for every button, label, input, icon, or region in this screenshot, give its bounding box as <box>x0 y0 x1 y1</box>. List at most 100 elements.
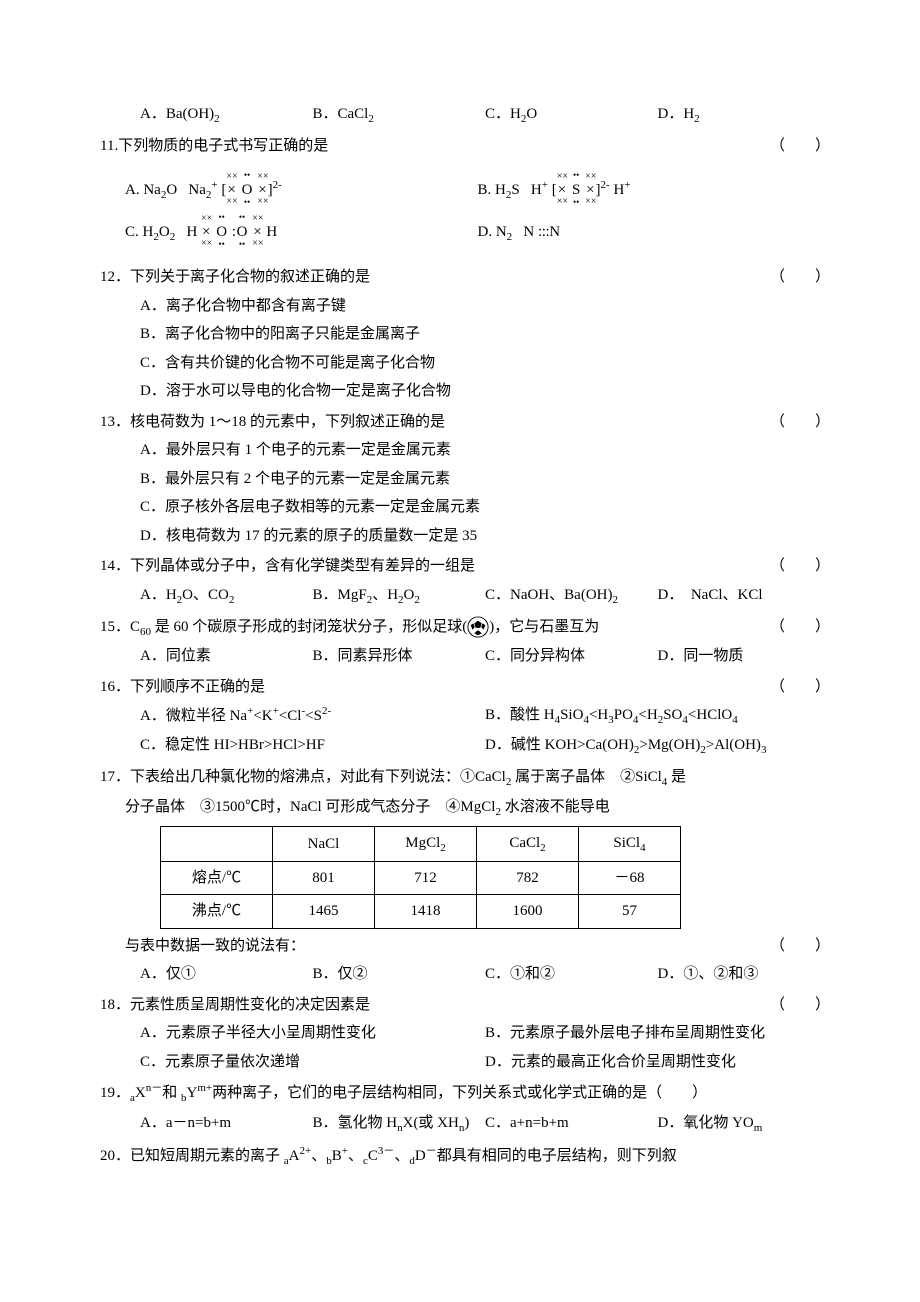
question-15: 15． C60 是 60 个碳原子形成的封闭笼状分子，形似足球()，它与石墨互为… <box>90 613 830 671</box>
chloride-data-table: NaCl MgCl2 CaCl2 SiCl4 熔点/℃ 801 712 782 … <box>160 826 681 929</box>
option-a: A．微粒半径 Na+<K+<Cl-<S2- <box>140 701 485 731</box>
question-stem: 下列晶体或分子中，含有化学键类型有差异的一组是 <box>130 552 830 581</box>
option-a: A．同位素 <box>140 642 313 671</box>
option-b: B．同素异形体 <box>313 642 486 671</box>
option-c: C．NaOH、Ba(OH)2 <box>485 581 658 611</box>
question-stem-line2: 分子晶体 ③1500℃时，NaCl 可形成气态分子 ④MgCl2 水溶液不能导电 <box>125 793 830 823</box>
option-grid: A．元素原子半径大小呈周期性变化 B．元素原子最外层电子排布呈周期性变化 C．元… <box>140 1019 830 1076</box>
question-number: 13． <box>100 408 130 437</box>
option-row: A．同位素 B．同素异形体 C．同分异构体 D．同一物质 <box>140 642 830 671</box>
electron-formula-options: A. Na2O Na2+ [× O ×]2- B. H2S H+ [× S ×]… <box>125 175 830 248</box>
answer-paren: （ ） <box>770 673 830 702</box>
table-header-row: NaCl MgCl2 CaCl2 SiCl4 <box>161 827 681 862</box>
table-cell: SiCl4 <box>579 827 681 862</box>
option-c: C．原子核外各层电子数相等的元素一定是金属元素 <box>140 493 830 522</box>
answer-paren: （ ） <box>770 932 830 961</box>
question-16: 16． 下列顺序不正确的是 （ ） A．微粒半径 Na+<K+<Cl-<S2- … <box>90 673 830 761</box>
question-stem: 元素性质呈周期性变化的决定因素是 <box>130 991 830 1020</box>
answer-paren: （ ） <box>770 408 830 437</box>
answer-paren: （ ） <box>770 132 830 161</box>
table-cell: CaCl2 <box>477 827 579 862</box>
table-cell: 801 <box>273 861 375 895</box>
option-a: A．a－n=b+m <box>140 1109 313 1139</box>
option-d: D. N2 N ׃ ׃ ׃ N <box>478 218 831 248</box>
option-a: A．离子化合物中都含有离子键 <box>140 292 830 321</box>
option-row: A．H2O、CO2 B．MgF2、H2O2 C．NaOH、Ba(OH)2 D． … <box>140 581 830 611</box>
question-19: 19． aXn－和 bYm+两种离子，它们的电子层结构相同，下列关系式或化学式正… <box>90 1078 830 1139</box>
question-number: 20． <box>100 1142 130 1171</box>
option-c: C．①和② <box>485 960 658 989</box>
soccer-ball-icon <box>467 616 489 638</box>
table-row: 沸点/℃ 1465 1418 1600 57 <box>161 895 681 929</box>
option-b: B．元素原子最外层电子排布呈周期性变化 <box>485 1019 830 1048</box>
table-cell <box>161 827 273 862</box>
table-cell: 1465 <box>273 895 375 929</box>
option-row: A．a－n=b+m B．氢化物 HnX(或 XHn) C．a+n=b+m D．氧… <box>140 1109 830 1139</box>
option-b: B．MgF2、H2O2 <box>313 581 486 611</box>
option-b: B．仅② <box>313 960 486 989</box>
question-stem: 下列物质的电子式书写正确的是 <box>118 132 830 161</box>
option-b: B．离子化合物中的阳离子只能是金属离子 <box>140 320 830 349</box>
option-d: D． NaCl、KCl <box>658 581 831 611</box>
option-b: B．酸性 H4SiO4<H3PO4<H2SO4<HClO4 <box>485 701 830 731</box>
option-c: C. H2O2 H × O ׃ O × H <box>125 218 478 248</box>
question-11: 11. 下列物质的电子式书写正确的是 （ ） A. Na2O Na2+ [× O… <box>90 132 830 248</box>
question-10-options: A．Ba(OH)2 B．CaCl2 C．H2O D．H2 <box>90 100 830 130</box>
option-c: C．同分异构体 <box>485 642 658 671</box>
option-c: C．a+n=b+m <box>485 1109 658 1139</box>
option-grid: A．微粒半径 Na+<K+<Cl-<S2- B．酸性 H4SiO4<H3PO4<… <box>140 701 830 761</box>
option-d: D．溶于水可以导电的化合物一定是离子化合物 <box>140 377 830 406</box>
option-d: D．碱性 KOH>Ca(OH)2>Mg(OH)2>Al(OH)3 <box>485 731 830 761</box>
question-stem: 下列顺序不正确的是 <box>130 673 830 702</box>
option-a: A．最外层只有 1 个电子的元素一定是金属元素 <box>140 436 830 465</box>
option-c: C．含有共价键的化合物不可能是离子化合物 <box>140 349 830 378</box>
question-number: 11. <box>100 132 118 161</box>
option-c: C．稳定性 HI>HBr>HCl>HF <box>140 731 485 761</box>
table-cell: MgCl2 <box>375 827 477 862</box>
table-cell: －68 <box>579 861 681 895</box>
question-stem-line1: 下表给出几种氯化物的熔沸点，对此有下列说法：①CaCl2 属于离子晶体 ②SiC… <box>130 763 830 793</box>
question-18: 18． 元素性质呈周期性变化的决定因素是 （ ） A．元素原子半径大小呈周期性变… <box>90 991 830 1077</box>
answer-paren: （ ） <box>770 263 830 292</box>
option-d: D．同一物质 <box>658 642 831 671</box>
option-a: A．仅① <box>140 960 313 989</box>
answer-paren: （ ） <box>770 613 830 642</box>
option-c: C．元素原子量依次递增 <box>140 1048 485 1077</box>
question-13: 13． 核电荷数为 1～18 的元素中，下列叙述正确的是 （ ） A．最外层只有… <box>90 408 830 551</box>
answer-paren: （ ） <box>770 552 830 581</box>
answer-paren: （ ） <box>770 991 830 1020</box>
question-number: 12． <box>100 263 130 292</box>
option-row: A．Ba(OH)2 B．CaCl2 C．H2O D．H2 <box>140 100 830 130</box>
option-c: C．H2O <box>485 100 658 130</box>
option-a: A. Na2O Na2+ [× O ×]2- <box>125 175 478 206</box>
option-b: B．氢化物 HnX(或 XHn) <box>313 1109 486 1139</box>
table-cell: 57 <box>579 895 681 929</box>
option-b: B．CaCl2 <box>313 100 486 130</box>
question-stem: aXn－和 bYm+两种离子，它们的电子层结构相同，下列关系式或化学式正确的是（… <box>130 1078 830 1109</box>
question-number: 15． <box>100 613 130 642</box>
table-cell: 1418 <box>375 895 477 929</box>
question-stem: C60 是 60 个碳原子形成的封闭笼状分子，形似足球()，它与石墨互为 <box>130 613 830 643</box>
table-cell: 712 <box>375 861 477 895</box>
table-row: 熔点/℃ 801 712 782 －68 <box>161 861 681 895</box>
table-cell: NaCl <box>273 827 375 862</box>
question-stem: 核电荷数为 1～18 的元素中，下列叙述正确的是 <box>130 408 830 437</box>
question-14: 14． 下列晶体或分子中，含有化学键类型有差异的一组是 （ ） A．H2O、CO… <box>90 552 830 610</box>
option-d: D．氧化物 YOm <box>658 1109 831 1139</box>
option-a: A．H2O、CO2 <box>140 581 313 611</box>
question-stem: 已知短周期元素的离子 aA2+、bB+、cC3－、dD－都具有相同的电子层结构，… <box>130 1141 830 1172</box>
question-20: 20． 已知短周期元素的离子 aA2+、bB+、cC3－、dD－都具有相同的电子… <box>90 1141 830 1172</box>
option-row: A．仅① B．仅② C．①和② D．①、②和③ <box>140 960 830 989</box>
question-number: 17． <box>100 763 130 792</box>
option-d: D．元素的最高正化合价呈周期性变化 <box>485 1048 830 1077</box>
question-number: 19． <box>100 1079 130 1108</box>
option-b: B．最外层只有 2 个电子的元素一定是金属元素 <box>140 465 830 494</box>
question-number: 16． <box>100 673 130 702</box>
question-number: 18． <box>100 991 130 1020</box>
option-b: B. H2S H+ [× S ×]2- H+ <box>478 175 831 206</box>
table-cell: 沸点/℃ <box>161 895 273 929</box>
table-cell: 1600 <box>477 895 579 929</box>
option-d: D．核电荷数为 17 的元素的原子的质量数一定是 35 <box>140 522 830 551</box>
option-a: A．Ba(OH)2 <box>140 100 313 130</box>
option-a: A．元素原子半径大小呈周期性变化 <box>140 1019 485 1048</box>
